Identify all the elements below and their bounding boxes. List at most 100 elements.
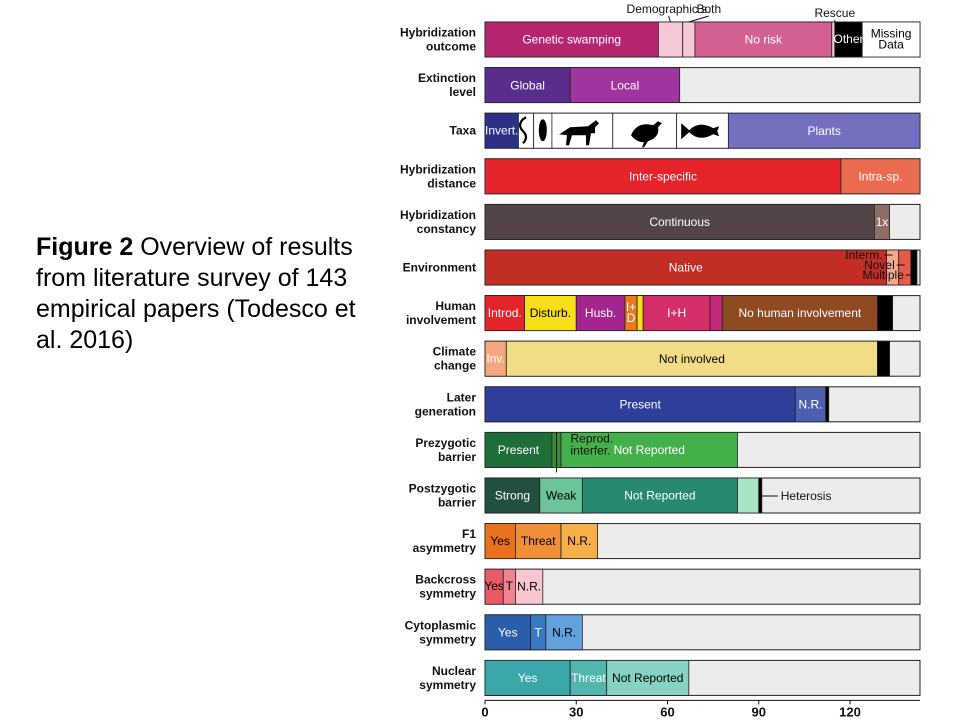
bar-row: Hybridization distance Inter-specific Intra…	[400, 158, 921, 195]
bar-segment	[727, 112, 921, 149]
caption-figure-number: Figure 2	[36, 233, 134, 261]
segment-label: Disturb.	[530, 306, 571, 320]
row-label: Prezygotic barrier	[415, 436, 476, 464]
bar-row: Backcross symmetry Yes T N.R.	[415, 568, 921, 605]
chart-rows: Hybridization outcome Genetic swamping No r…	[400, 21, 921, 696]
bar-segment	[484, 158, 842, 195]
segment-label-line: Not Reported	[614, 443, 685, 457]
row-label-line: F1	[462, 527, 476, 541]
segment-label-line: Threat	[571, 671, 606, 685]
segment-label-line: Threat	[521, 534, 556, 548]
x-tick-label: 90	[752, 704, 766, 719]
segment-label: Weak	[546, 489, 577, 503]
segment-label: Not Reported	[614, 443, 685, 457]
segment-label-line: Other	[834, 32, 864, 46]
segment-label-line: T	[535, 626, 543, 640]
segment-label: Present	[498, 443, 540, 457]
row-label-line: Nuclear	[432, 664, 476, 678]
row-label-line: change	[434, 359, 476, 373]
caption-text: Overview of results from literature surv…	[36, 233, 356, 354]
bar-segment	[484, 67, 571, 103]
segment-label-line: Genetic swamping	[522, 33, 621, 47]
segment-label: Missing Data	[871, 27, 912, 52]
annotation-label: Interm.	[845, 248, 882, 262]
row-label-line: constancy	[417, 222, 477, 236]
segment-label-line: Data	[878, 38, 904, 52]
segment-label: N.R.	[567, 534, 591, 548]
row-label: Later generation	[415, 390, 477, 418]
x-axis-label: Number of publications	[610, 718, 755, 720]
row-label-line: Postzygotic	[409, 482, 477, 496]
segment-label: Continuous	[649, 215, 710, 229]
row-label-line: barrier	[438, 496, 476, 510]
bar-row: Postzygotic barrier Strong Weak Not Reported	[409, 477, 921, 514]
bar-row: Later generation Present N.R.	[415, 386, 921, 423]
row-label-line: Hybridization	[400, 26, 476, 40]
row-label: Taxa	[450, 124, 477, 138]
row-label-line: involvement	[406, 313, 476, 327]
bar-segment	[642, 295, 711, 332]
bar-segment	[484, 203, 875, 240]
segment-label: I+H	[667, 306, 686, 320]
row-label: Hybridization constancy	[400, 208, 476, 236]
row-label: Extinction level	[418, 71, 476, 99]
annotation-label-line: interfer.	[570, 443, 610, 457]
segment-label-line: Plants	[807, 124, 840, 138]
segment-label-line: 1x	[876, 215, 889, 229]
x-axis: 0 30 60 90 120 Number of publications	[481, 699, 920, 720]
bar-row: Prezygotic barrier Present Not Reported	[415, 431, 921, 468]
segment-label-line: N.R.	[517, 580, 541, 594]
bar-segment	[484, 477, 541, 514]
segment-label: Strong	[495, 489, 530, 503]
bar-segment	[484, 660, 571, 696]
segment-label-line: Native	[669, 261, 703, 275]
x-tick-label: 120	[839, 704, 861, 719]
segment-label-line: N.R.	[567, 534, 591, 548]
segment-label-line: Intra-sp.	[858, 170, 902, 184]
segment-label: Introd.	[488, 306, 522, 320]
segment-label: Not involved	[659, 352, 725, 366]
row-label-line: asymmetry	[413, 541, 477, 555]
segment-label: Other	[834, 32, 864, 46]
segment-label-line: Not Reported	[612, 671, 683, 685]
bar-segment	[606, 660, 690, 696]
bar-segment	[484, 295, 525, 332]
segment-label-line: Not Reported	[624, 489, 695, 503]
bar-segment	[484, 112, 519, 149]
bar-segment	[794, 386, 827, 423]
segment-label-line: Global	[510, 78, 545, 92]
segment-label: Yes	[484, 579, 504, 593]
annotation-label: Reprod. interfer.	[570, 431, 613, 457]
canine-icon	[558, 120, 600, 146]
bar-segment	[560, 523, 598, 559]
segment-label: Yes	[518, 671, 538, 685]
segment-label: Intra-sp.	[858, 170, 902, 184]
segment-label: Yes	[490, 534, 510, 548]
segment-label: Husb.	[585, 306, 616, 320]
row-label: Hybridization outcome	[400, 26, 476, 54]
segment-label: Not Reported	[612, 671, 683, 685]
bar-background	[484, 568, 921, 605]
segment-label: Present	[619, 398, 661, 412]
bar-segment	[721, 295, 878, 332]
row-label: Nuclear symmetry	[419, 664, 476, 692]
row-label: Cytoplasmic symmetry	[405, 618, 477, 646]
segment-label: 1x	[876, 215, 889, 229]
row-label-line: level	[449, 85, 476, 99]
segment-label-line: Yes	[490, 534, 510, 548]
segment-label-line: No risk	[745, 33, 783, 47]
bar-row: Nuclear symmetry Yes Threat Not Reported	[419, 659, 921, 696]
row-label-line: Hybridization	[400, 162, 476, 176]
segment-label: No human involvement	[738, 306, 861, 320]
bar-row: Hybridization outcome Genetic swamping No r…	[400, 21, 921, 58]
fish2-icon	[681, 123, 720, 140]
bar-row: Taxa Invert. Plants	[450, 112, 921, 149]
bar-segment	[825, 386, 830, 423]
bar-row: Extinction level Global Local	[418, 67, 921, 104]
bar-segment	[484, 431, 553, 468]
segment-label-line: I+	[626, 300, 636, 314]
bar-segment	[545, 614, 583, 651]
bar-segment	[505, 340, 878, 377]
segment-label: No risk	[745, 33, 783, 47]
segment-label: N.R.	[798, 398, 822, 412]
